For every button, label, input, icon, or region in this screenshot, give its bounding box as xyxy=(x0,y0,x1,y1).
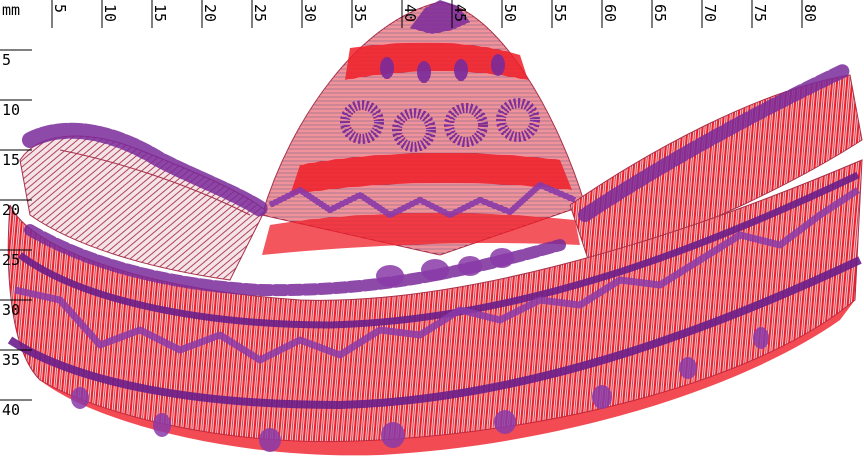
crown-dots xyxy=(380,54,505,83)
x-tick-label: 30 xyxy=(301,4,319,22)
y-tick-label: 10 xyxy=(2,101,20,119)
brim-front xyxy=(7,159,863,456)
x-tick-label: 50 xyxy=(501,4,519,22)
y-tick-label: 40 xyxy=(2,401,20,419)
x-tick-label: 55 xyxy=(551,4,569,22)
crown-rings xyxy=(340,98,540,152)
crown xyxy=(261,0,586,256)
ruler: mm 5 10 15 20 25 30 35 40 45 50 55 60 65 70 75 80 5 10 15… xyxy=(0,0,819,419)
y-tick-label: 20 xyxy=(2,201,20,219)
x-tick-label: 75 xyxy=(751,4,769,22)
y-axis-ruler: 5 10 15 20 25 30 35 40 xyxy=(0,49,32,419)
brim-dots xyxy=(71,248,769,452)
y-tick-label: 25 xyxy=(2,251,20,269)
x-tick-label: 35 xyxy=(351,4,369,22)
y-tick-label: 15 xyxy=(2,151,20,169)
x-tick-label: 70 xyxy=(701,4,719,22)
x-tick-label: 65 xyxy=(651,4,669,22)
x-tick-label: 60 xyxy=(601,4,619,22)
x-tick-label: 5 xyxy=(51,4,69,13)
x-axis-ruler: 5 10 15 20 25 30 35 40 45 50 55 60 65 70 75 80 xyxy=(51,0,819,28)
x-tick-label: 20 xyxy=(201,4,219,22)
x-tick-label: 15 xyxy=(151,4,169,22)
x-tick-label: 40 xyxy=(401,4,419,22)
zigzag-waves xyxy=(14,182,860,364)
x-tick-label: 80 xyxy=(801,4,819,22)
y-tick-label: 35 xyxy=(2,351,20,369)
x-tick-label: 25 xyxy=(251,4,269,22)
x-tick-label: 45 xyxy=(451,4,469,22)
y-tick-label: 30 xyxy=(2,301,20,319)
x-tick-label: 10 xyxy=(101,4,119,22)
purple-stripes xyxy=(7,171,862,410)
y-tick-label: 5 xyxy=(2,51,11,69)
ruler-unit-label: mm xyxy=(2,1,20,19)
